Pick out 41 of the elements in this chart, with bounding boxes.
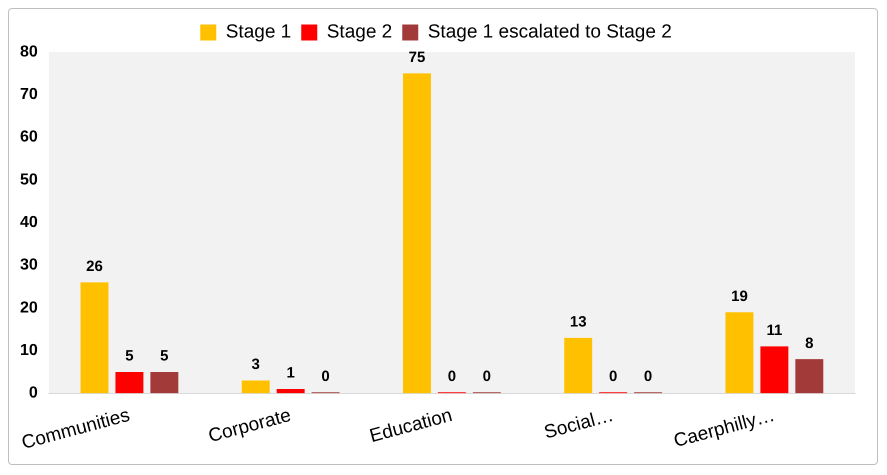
bar <box>402 73 431 394</box>
data-label: 13 <box>570 313 587 330</box>
y-tick-label: 10 <box>20 342 38 360</box>
y-tick-label: 50 <box>20 171 38 188</box>
data-label: 8 <box>805 334 814 352</box>
bar <box>80 282 108 394</box>
y-tick-label: 0 <box>28 384 38 402</box>
y-tick-label: 70 <box>20 86 38 104</box>
data-label: 3 <box>252 356 260 374</box>
x-tick-label: Caerphilly… <box>672 404 778 452</box>
legend-label: Stage 1 <box>226 22 292 43</box>
y-tick-label: 80 <box>20 43 38 60</box>
data-label: 5 <box>160 348 169 365</box>
x-tick-label: Corporate <box>206 404 294 448</box>
data-label: 0 <box>482 368 492 385</box>
bar <box>150 372 178 394</box>
legend-label: Stage 1 escalated to Stage 2 <box>428 22 672 43</box>
bar <box>564 338 592 394</box>
data-label: 75 <box>408 48 426 66</box>
bar <box>242 380 270 394</box>
data-label: 26 <box>86 258 103 276</box>
bar <box>795 359 824 394</box>
bar <box>760 346 788 394</box>
data-label: 1 <box>286 364 295 382</box>
bar <box>276 389 305 394</box>
x-tick-label: Education <box>367 404 455 448</box>
data-label: 5 <box>125 348 134 365</box>
data-label: 0 <box>608 368 618 385</box>
data-label: 0 <box>321 368 330 385</box>
bar <box>115 372 144 394</box>
y-tick-label: 40 <box>20 214 38 232</box>
y-tick-label: 20 <box>20 299 38 316</box>
y-tick-label: 60 <box>20 128 38 146</box>
data-label: 11 <box>766 322 782 339</box>
legend-label: Stage 2 <box>326 22 392 43</box>
y-tick-label: 30 <box>20 256 38 274</box>
data-label: 19 <box>731 288 748 305</box>
data-label: 0 <box>644 368 652 385</box>
x-tick-label: Social… <box>542 404 616 444</box>
bar <box>725 312 754 394</box>
data-label: 0 <box>448 368 456 385</box>
